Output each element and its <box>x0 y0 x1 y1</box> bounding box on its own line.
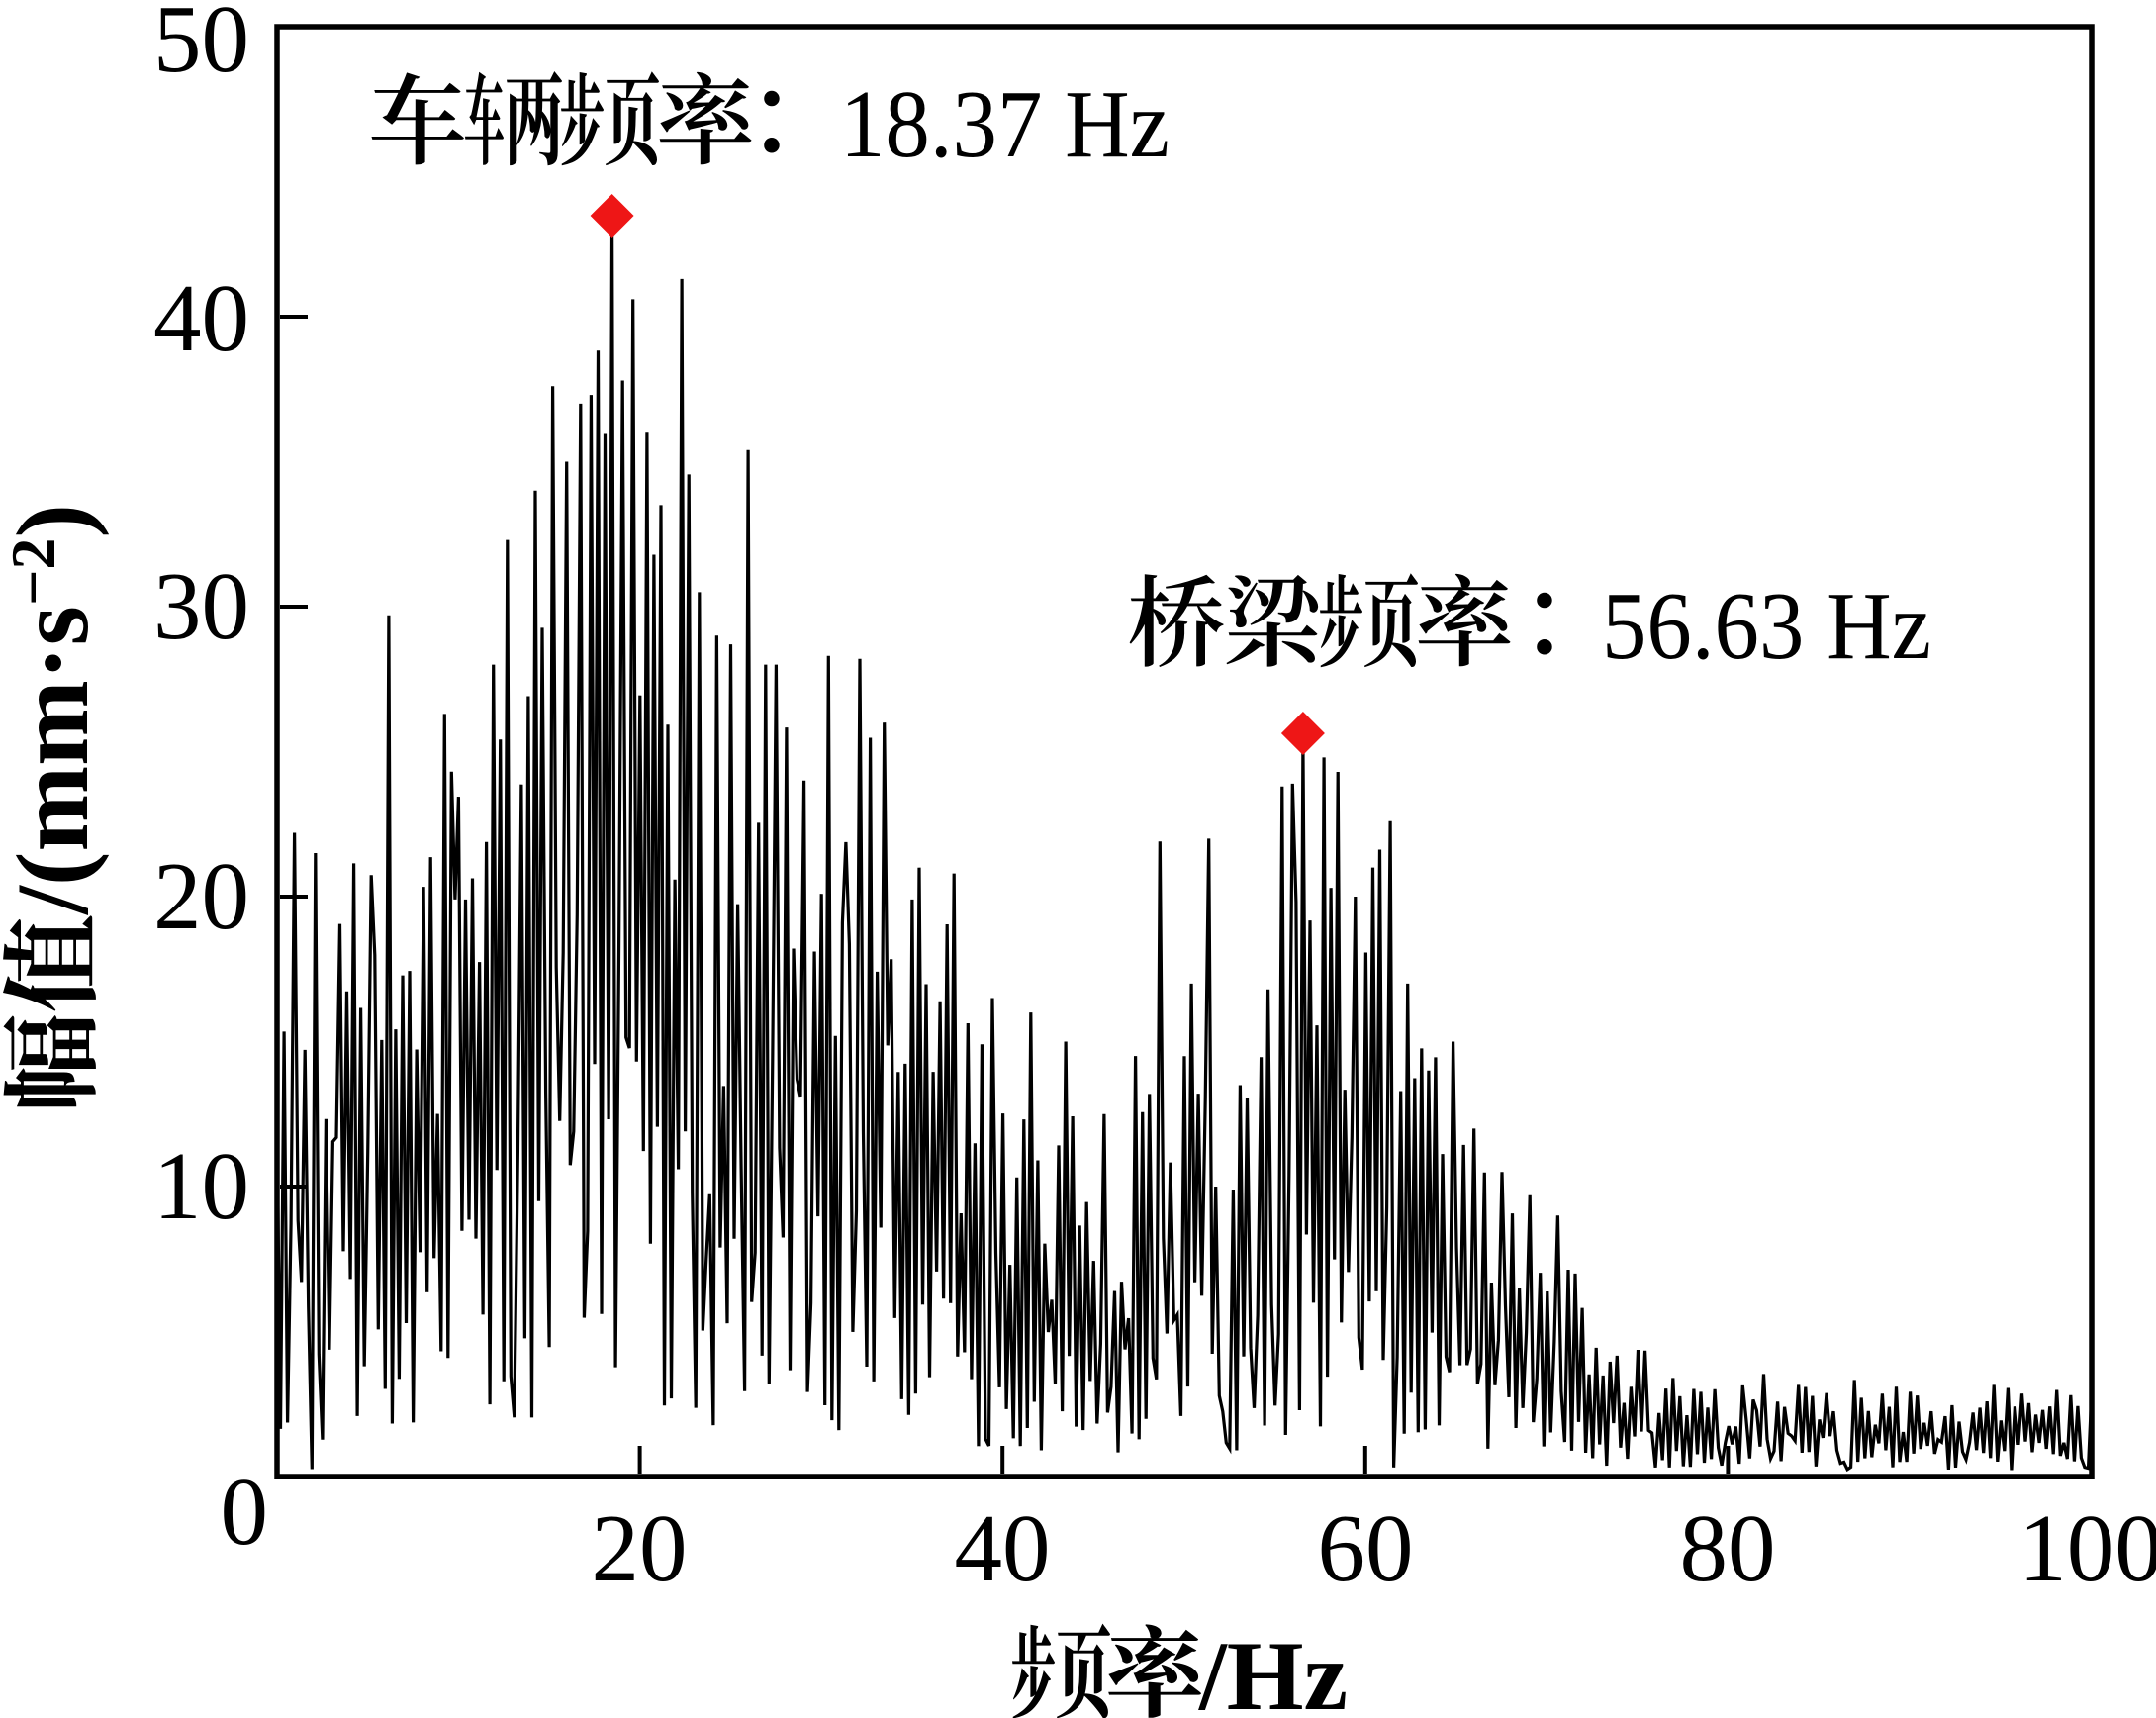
svg-text:/(mm·s−2): /(mm·s−2) <box>0 504 110 916</box>
svg-text:60: 60 <box>1318 1495 1414 1601</box>
svg-text:20: 20 <box>153 843 249 949</box>
svg-text:40: 40 <box>955 1495 1051 1601</box>
svg-text:20: 20 <box>592 1495 688 1601</box>
svg-text:50: 50 <box>153 0 249 92</box>
svg-text:100: 100 <box>2018 1495 2156 1601</box>
svg-text:30: 30 <box>153 553 249 659</box>
svg-text:10: 10 <box>153 1133 249 1239</box>
svg-text:80: 80 <box>1680 1495 1776 1601</box>
svg-text:40: 40 <box>153 265 249 371</box>
svg-text:56.63 Hz: 56.63 Hz <box>1602 573 1931 680</box>
svg-text:18.37 Hz: 18.37 Hz <box>840 71 1170 178</box>
svg-text:/Hz: /Hz <box>1198 1621 1348 1718</box>
svg-text:0: 0 <box>221 1459 269 1565</box>
